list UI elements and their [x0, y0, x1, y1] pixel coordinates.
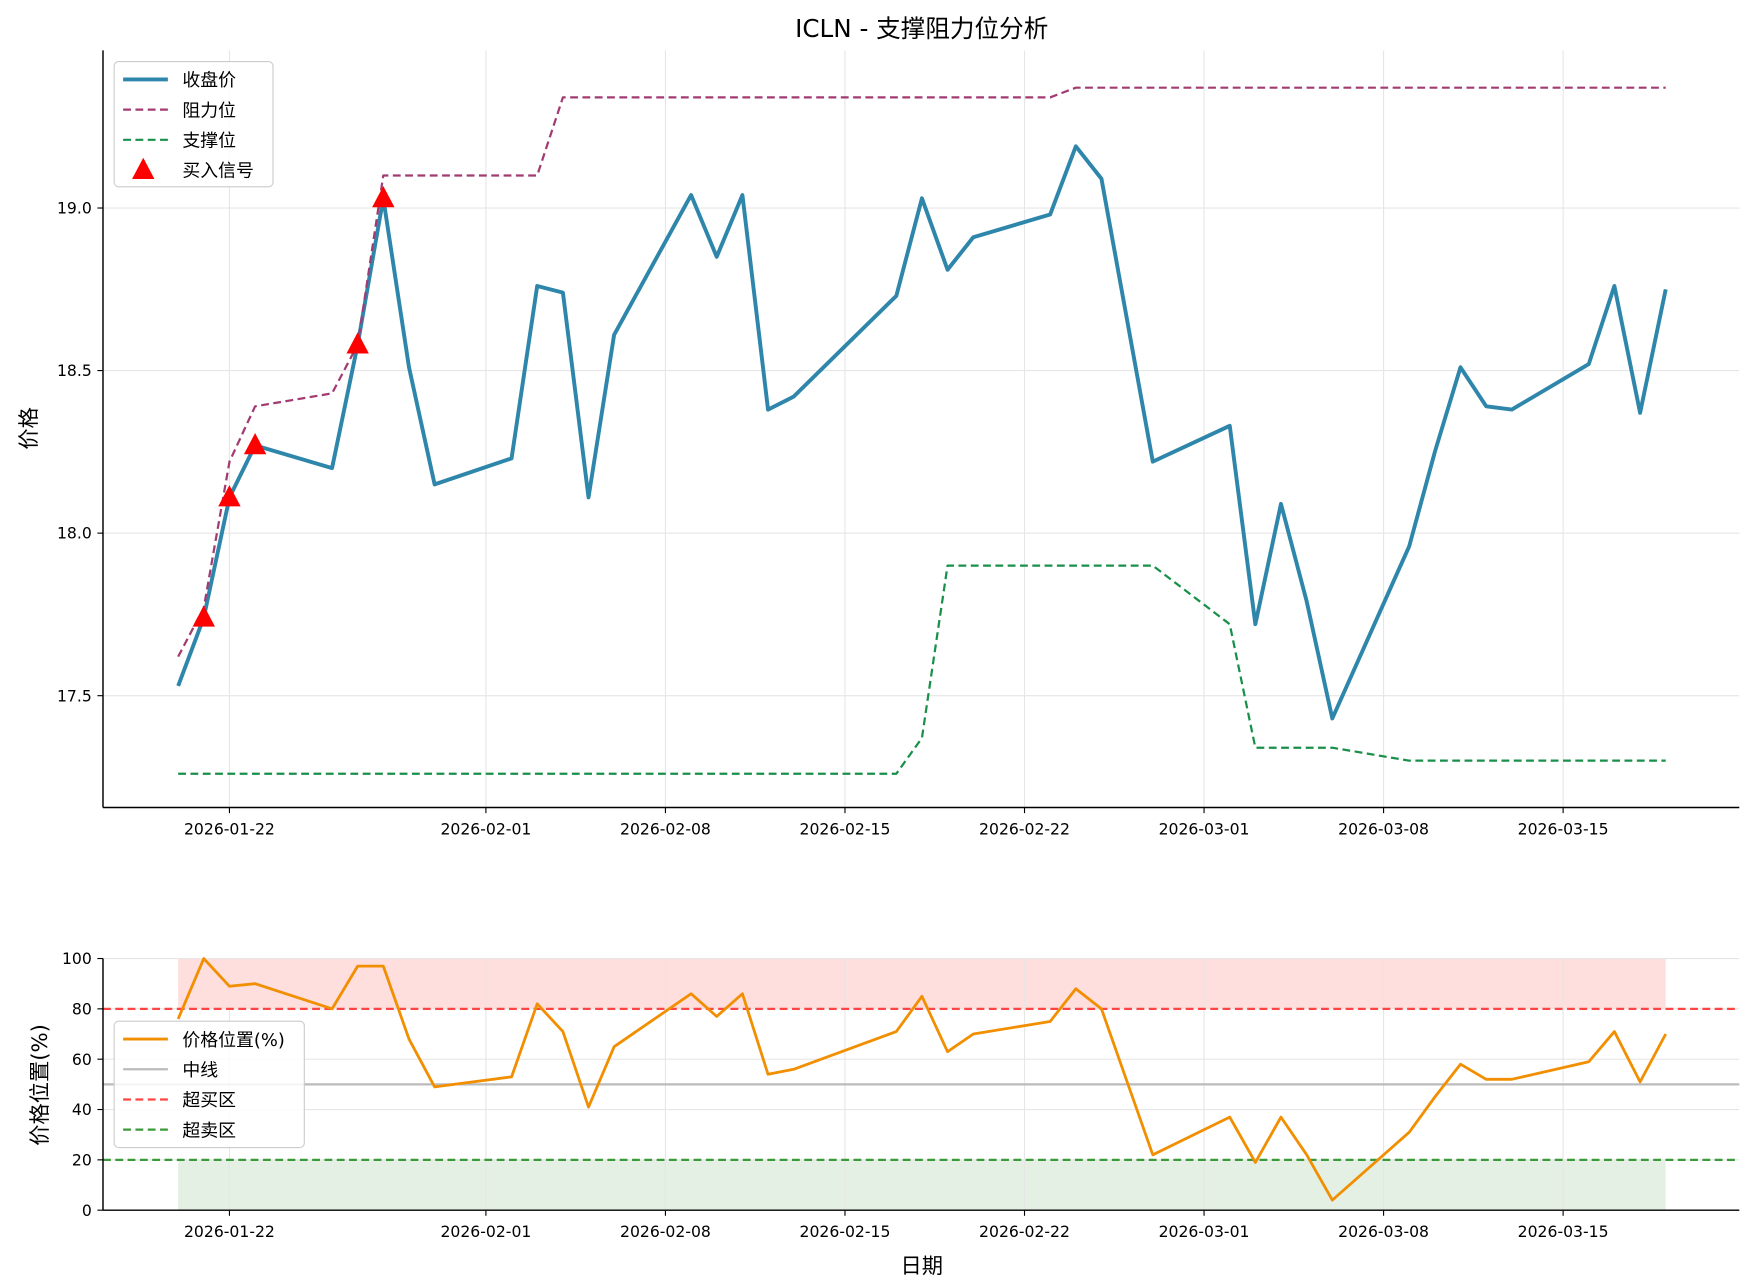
price-panel: 2026-01-22 2026-02-01 2026-02-08 2026-02-15… — [57, 50, 1740, 838]
y-tick-label: 100 — [62, 949, 92, 968]
y-tick-label: 19.0 — [57, 199, 92, 218]
x-tick-label: 2026-03-08 — [1338, 1222, 1429, 1241]
series-line-resistance — [177, 86, 1666, 658]
x-tick-label: 2026-03-01 — [1159, 1222, 1250, 1241]
x-tick-label: 2026-02-01 — [440, 1222, 531, 1241]
overbought-zone — [178, 958, 1666, 1009]
bottom-y-axis-label: 价格位置(%) — [28, 1024, 53, 1146]
buy-signal-marker — [218, 485, 241, 507]
x-axis-label: 日期 — [900, 1254, 943, 1279]
legend-box — [113, 1020, 305, 1149]
legend-label: 价格位置(%) — [182, 1030, 284, 1051]
x-tick-label: 2026-03-08 — [1338, 819, 1429, 838]
buy-signal-marker — [372, 185, 395, 208]
legend-label: 收盘价 — [182, 70, 236, 91]
legend-label: 买入信号 — [182, 161, 254, 182]
series-line-price-position — [176, 957, 1667, 1202]
x-tick-label: 2026-02-15 — [800, 819, 891, 838]
chart-title: ICLN - 支撑阻力位分析 — [795, 14, 1048, 43]
buy-signal-marker — [346, 332, 369, 354]
x-tick-label: 2026-01-22 — [184, 1222, 275, 1241]
series-line-close — [176, 144, 1668, 721]
y-tick-label: 40 — [72, 1100, 92, 1119]
y-tick-label: 80 — [72, 999, 92, 1018]
y-tick-label: 18.0 — [57, 524, 92, 543]
x-tick-label: 2026-03-15 — [1518, 1222, 1609, 1241]
buy-signal-marker — [192, 605, 215, 627]
legend-label: 超卖区 — [182, 1120, 236, 1141]
buy-signal-marker — [243, 433, 267, 455]
x-tick-label: 2026-02-08 — [620, 819, 711, 838]
y-tick-label: 60 — [72, 1050, 92, 1069]
y-tick-label: 0 — [82, 1201, 92, 1220]
y-tick-label: 17.5 — [57, 686, 92, 705]
legend-label: 阻力位 — [182, 100, 236, 121]
x-tick-label: 2026-03-01 — [1159, 819, 1250, 838]
y-tick-label: 18.5 — [57, 361, 92, 380]
x-tick-label: 2026-02-08 — [620, 1222, 711, 1241]
x-tick-label: 2026-02-01 — [440, 819, 531, 838]
legend-label: 超买区 — [182, 1090, 236, 1111]
legend-box — [113, 60, 274, 188]
x-tick-label: 2026-01-22 — [184, 819, 275, 838]
legend-triangle-icon — [132, 157, 155, 179]
top-y-axis-label: 价格 — [17, 407, 42, 450]
position-panel: 2026-01-22 2026-02-01 2026-02-08 2026-02-15… — [62, 949, 1740, 1241]
legend-label: 支撑位 — [182, 131, 236, 152]
legend-label: 中线 — [182, 1060, 218, 1081]
x-tick-label: 2026-02-22 — [979, 819, 1070, 838]
y-tick-label: 20 — [72, 1150, 92, 1169]
x-tick-label: 2026-02-15 — [800, 1222, 891, 1241]
x-tick-label: 2026-03-15 — [1518, 819, 1609, 838]
series-line-support — [178, 564, 1666, 775]
oversold-zone — [178, 1159, 1666, 1211]
x-tick-label: 2026-02-22 — [979, 1222, 1070, 1241]
